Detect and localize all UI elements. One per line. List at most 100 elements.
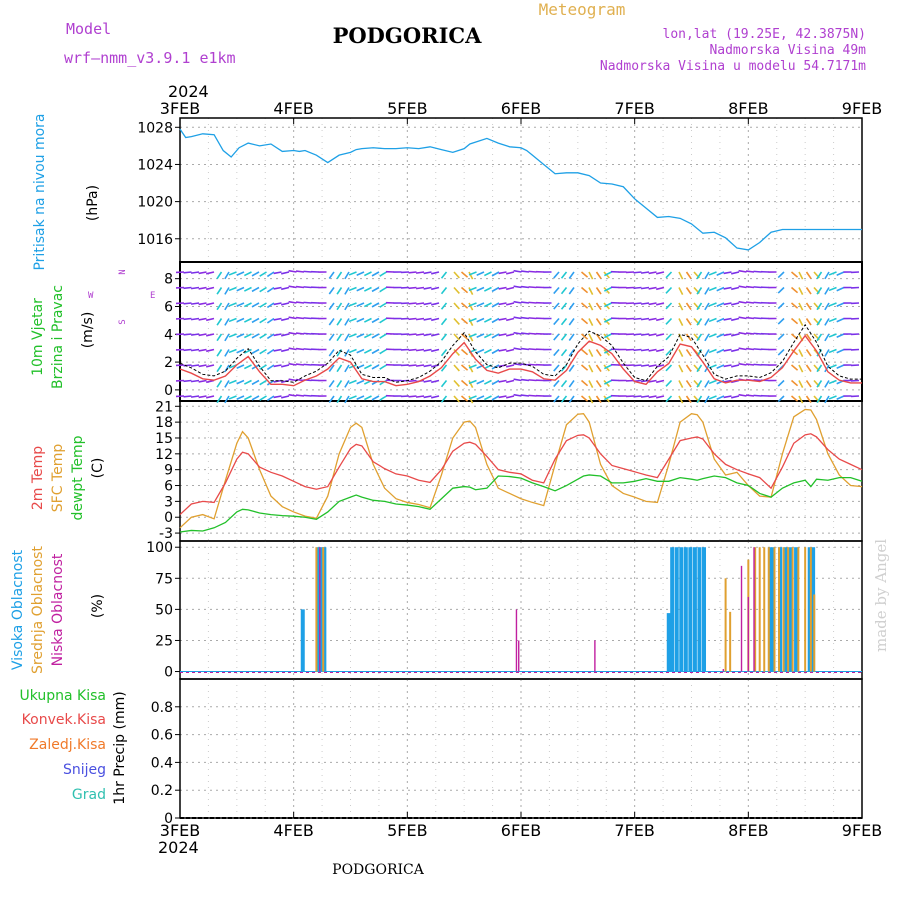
- wind-arrow: [228, 348, 237, 354]
- wind-arrow: [790, 379, 799, 387]
- wind-arrow: [723, 333, 732, 337]
- wind-ylabel-1: 10m Vjetar: [30, 298, 46, 376]
- wind-arrow: [805, 380, 812, 388]
- wind-arrow: [198, 286, 207, 290]
- wind-arrow: [273, 379, 282, 383]
- wind-arrow: [678, 271, 684, 280]
- y-tick-label: 9: [164, 463, 173, 479]
- wind-arrow: [588, 349, 594, 357]
- compass-rose: N W E S: [88, 269, 155, 324]
- wind-arrow: [723, 364, 732, 368]
- wind-arrow: [513, 316, 522, 320]
- wind-arrow: [528, 317, 537, 320]
- wind-arrow: [408, 271, 417, 274]
- wind-arrow: [415, 333, 425, 336]
- wind-arrow: [295, 347, 305, 351]
- cloud-bar-mid: [729, 611, 732, 672]
- wind-arrow: [696, 302, 703, 311]
- wind-arrow: [288, 316, 297, 320]
- wind-arrow: [266, 395, 275, 402]
- wind-arrow: [656, 333, 665, 337]
- wind-arrow: [731, 286, 740, 291]
- wind-arrow: [723, 317, 732, 321]
- wind-arrow: [379, 333, 387, 339]
- wind-arrow: [243, 317, 252, 323]
- wind-arrow: [431, 379, 440, 384]
- compass-south: S: [118, 319, 128, 324]
- wind-arrow: [243, 348, 252, 354]
- wind-arrow: [716, 271, 725, 276]
- wind-arrow: [336, 287, 343, 295]
- wind-arrow: [190, 364, 200, 367]
- wind-arrow: [648, 317, 657, 321]
- wind-arrow: [777, 317, 785, 325]
- wind-arrow: [603, 379, 612, 385]
- wind-arrow: [731, 348, 740, 353]
- wind-arrow: [777, 271, 785, 279]
- wind-arrow: [553, 379, 560, 388]
- cloud-bar-mid: [813, 594, 816, 672]
- wind-arrow: [281, 395, 290, 399]
- wind-arrow: [236, 364, 245, 369]
- y-tick-label: 15: [155, 431, 173, 447]
- cloud-bar-low: [515, 609, 518, 672]
- wind-arrow: [344, 349, 350, 357]
- wind-arrow: [371, 317, 380, 324]
- wind-arrow: [363, 395, 372, 401]
- wind-arrow: [595, 364, 602, 373]
- wind-arrow: [468, 364, 477, 369]
- wind-arrow: [665, 286, 673, 294]
- wind-arrow: [824, 395, 830, 404]
- wind-arrow: [344, 333, 350, 342]
- wind-arrow: [206, 302, 215, 306]
- compass-east: E: [150, 291, 155, 301]
- wind-arrow: [348, 286, 357, 292]
- wind-arrow: [198, 302, 207, 306]
- wind-arrow: [696, 395, 703, 404]
- wind-arrow: [371, 286, 380, 293]
- wind-arrow: [678, 364, 684, 373]
- wind-arrow: [836, 395, 845, 400]
- wind-arrow: [224, 380, 230, 388]
- wind-arrow: [198, 395, 207, 399]
- wind-arrow: [491, 302, 500, 308]
- wind-arrow: [356, 286, 365, 292]
- wind-arrow: [805, 349, 812, 357]
- cloud-bar-mid: [763, 547, 766, 672]
- wind-arrow: [266, 317, 275, 324]
- wind-arrow: [568, 364, 575, 372]
- wind-arrow: [836, 317, 845, 323]
- wind-arrow: [295, 332, 305, 335]
- wind-arrow: [379, 348, 387, 355]
- wind-arrow: [588, 333, 594, 342]
- wind-arrow: [440, 302, 448, 310]
- wind-arrow: [348, 317, 357, 323]
- wind-arrow: [183, 379, 192, 383]
- cloud-bar-high: [788, 547, 793, 672]
- wind-arrow: [491, 317, 500, 324]
- mid-cloud-ylabel: Srednja Oblacnost: [30, 546, 46, 674]
- wind-arrow: [266, 333, 275, 340]
- wind-arrow: [243, 333, 252, 339]
- wind-arrow: [224, 318, 230, 326]
- wind-arrow: [295, 394, 305, 397]
- wind-arrow: [738, 300, 747, 304]
- top-x-tick-label: 7FEB: [614, 99, 654, 118]
- compass-north: N: [118, 269, 128, 274]
- cloud-bar-high: [666, 613, 671, 672]
- wind-arrow: [460, 395, 469, 402]
- wind-arrow: [281, 317, 290, 322]
- wind-arrow: [738, 362, 747, 366]
- wind-arrow: [363, 317, 372, 323]
- wind-arrow: [423, 348, 432, 352]
- wind-arrow: [483, 317, 492, 323]
- wind-arrow: [816, 302, 823, 311]
- bottom-x-tick-label: 5FEB: [387, 821, 427, 840]
- wind-arrow: [476, 271, 485, 276]
- wind-arrow: [303, 270, 312, 273]
- wind-arrow: [678, 318, 684, 326]
- wind-arrow: [295, 270, 305, 273]
- model-label: Model: [66, 20, 111, 38]
- wind-arrow: [595, 271, 602, 280]
- wind-arrow: [498, 317, 507, 321]
